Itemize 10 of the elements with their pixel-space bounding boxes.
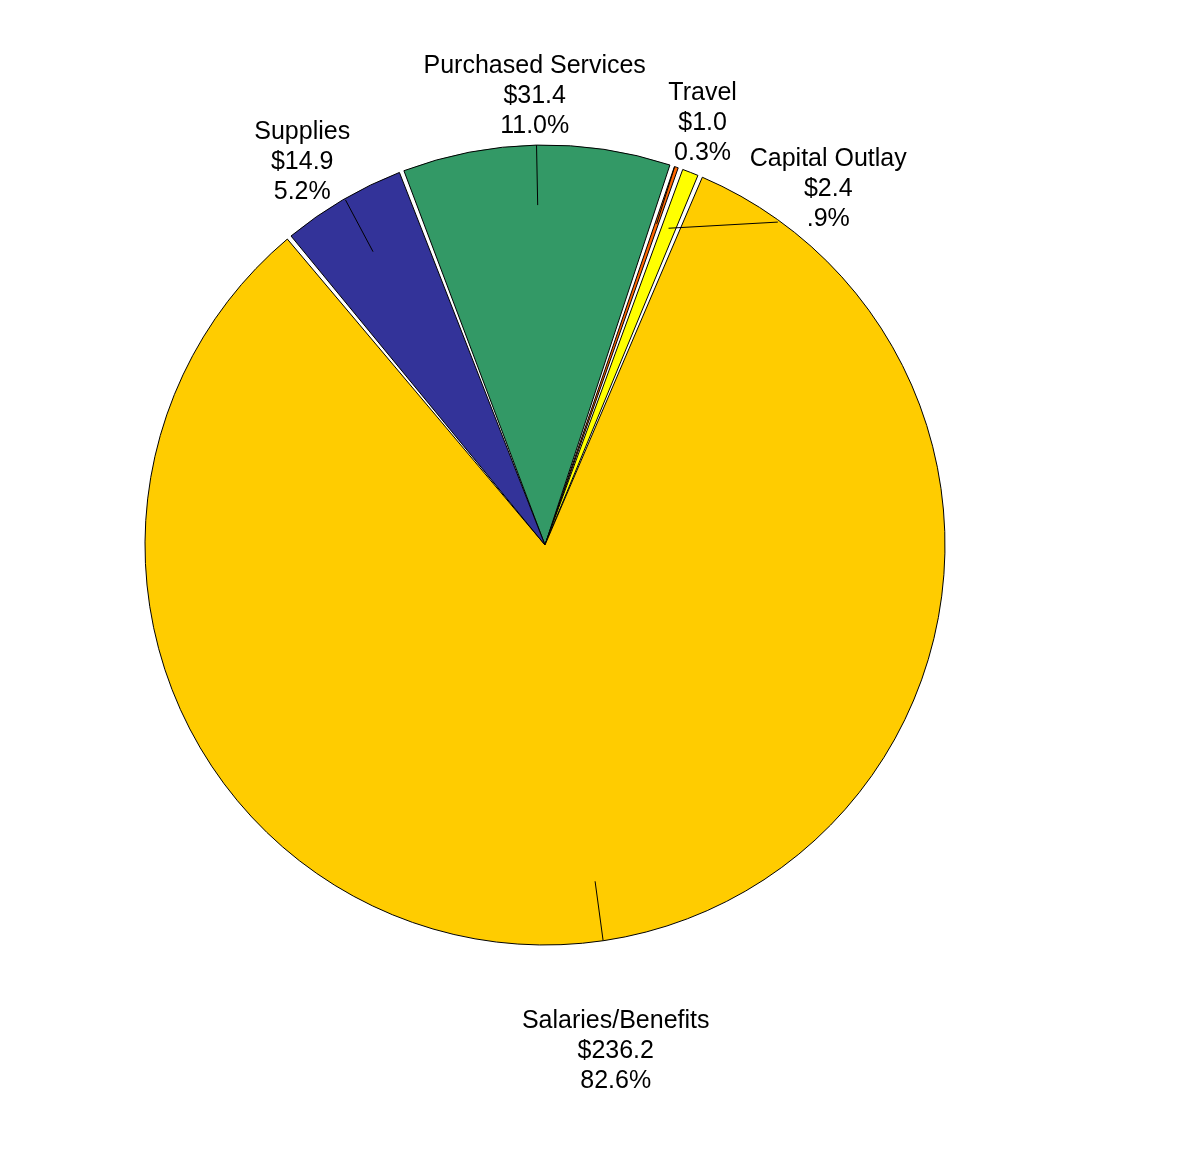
data-label: $31.4 11.0% bbox=[500, 80, 570, 139]
slice-label: Capital Outlay bbox=[749, 142, 908, 171]
data-label: $2.4 .9% bbox=[803, 172, 853, 231]
data-label: $1.0 0.3% bbox=[674, 106, 732, 165]
slice-label: Supplies bbox=[254, 115, 351, 144]
data-label: $14.9 5.2% bbox=[270, 145, 334, 204]
slice-label: Travel bbox=[668, 76, 737, 105]
slice-label: Purchased Services bbox=[423, 50, 646, 79]
slice-label: Salaries/Benefits bbox=[521, 1004, 710, 1033]
data-label: $236.2 82.6% bbox=[577, 1034, 654, 1093]
